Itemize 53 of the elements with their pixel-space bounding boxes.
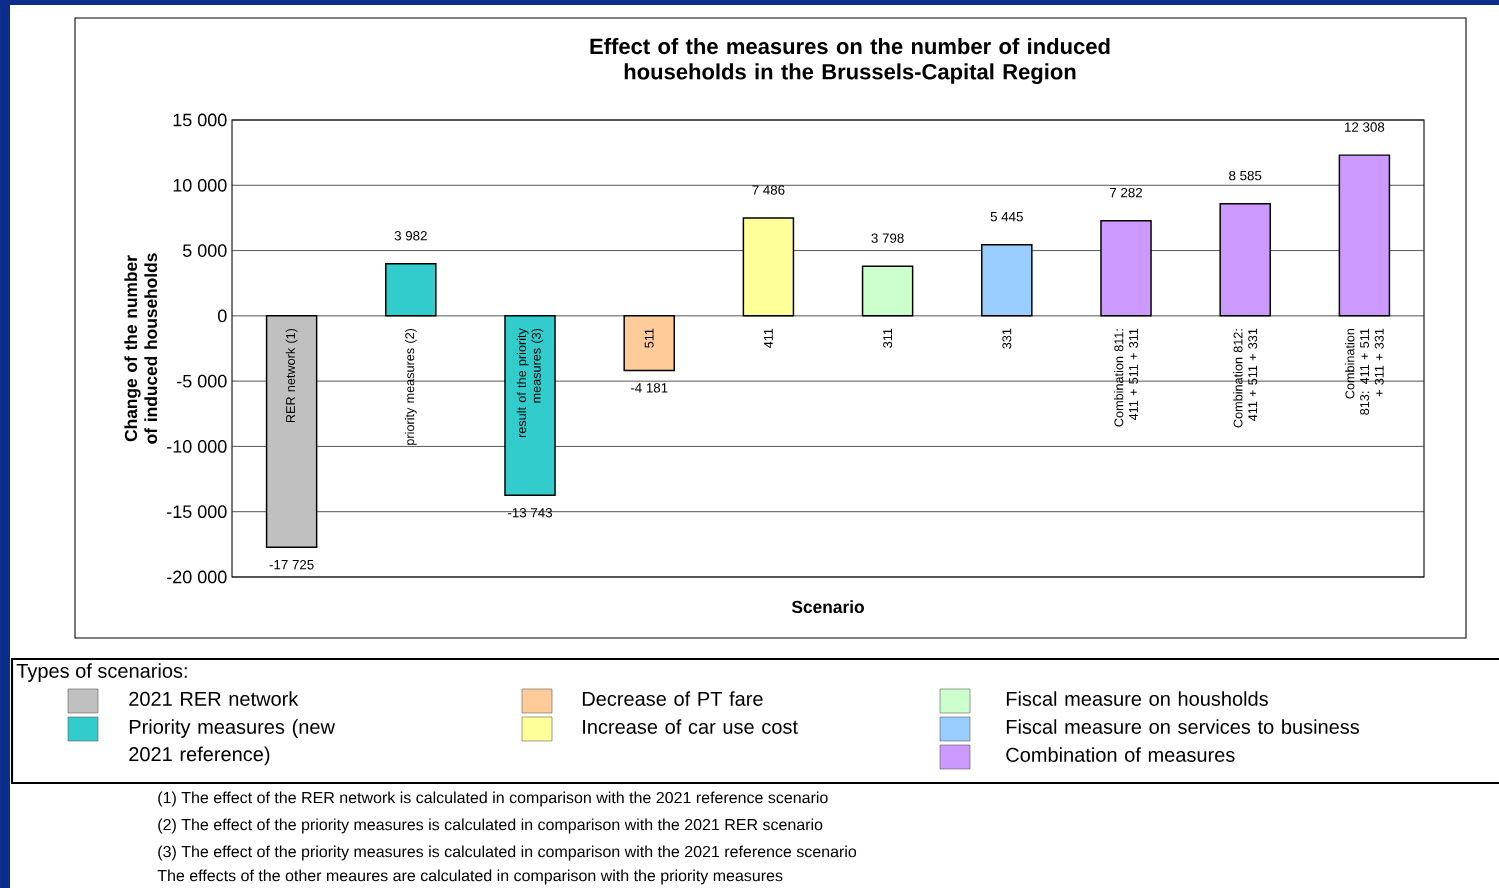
- text: The effects of the other meaures are calculated in comparison with the priority measures: [157, 869, 783, 885]
- y-tick-label: 5 000: [182, 244, 227, 257]
- bar: [861, 265, 914, 317]
- bar: [1100, 220, 1152, 317]
- bar: [1219, 203, 1271, 317]
- data-label: 7 486: [752, 185, 785, 195]
- text: (2) The effect of the priority measures is calculated in comparison with the 2021 RER scenario: [158, 818, 823, 834]
- x-tick-label: RER network (1): [285, 328, 298, 423]
- data-label: 3 798: [871, 233, 904, 243]
- x-tick-label: priority measures (2): [404, 328, 417, 445]
- bar: [504, 315, 556, 497]
- bar: [623, 315, 675, 372]
- bar: [1338, 154, 1391, 317]
- y-tick-label: -5 000: [177, 374, 227, 388]
- text: (1) The effect of the RER network is calculated in comparison with the 2021 reference scenario: [158, 791, 828, 807]
- data-label: 3 982: [394, 231, 427, 241]
- data-label: 7 282: [1110, 187, 1143, 198]
- legend-label: Fiscal measure on services to business: [1006, 719, 1360, 734]
- data-label: -17 725: [269, 560, 314, 570]
- legend-label: Priority measures (new 2021 reference): [129, 719, 336, 766]
- y-axis-title: Change of the number of induced households: [124, 253, 158, 444]
- x-tick-label: Combination 813: 411 + 511 + 311 + 331: [1345, 328, 1384, 415]
- legend-label: Increase of car use cost: [583, 719, 798, 734]
- y-tick-label: 0: [218, 309, 227, 323]
- y-tick-label: -20 000: [167, 570, 227, 584]
- y-tick-label: -15 000: [167, 505, 227, 519]
- x-tick-label: Combination 812: 411 + 511 + 331: [1233, 328, 1258, 428]
- y-tick-label: 10 000: [173, 178, 227, 192]
- x-tick-label: 331: [1002, 328, 1012, 349]
- chart-title: Effect of the measures on the number of induced households in the Brussels-Capital Region: [590, 38, 1110, 84]
- x-tick-label: 311: [883, 328, 893, 348]
- x-tick-label: Combination 811: 411 + 511 + 311: [1114, 328, 1138, 427]
- bar: [742, 217, 795, 317]
- data-label: 8 585: [1229, 170, 1262, 181]
- data-label: -13 743: [507, 508, 553, 518]
- x-axis-title: Scenario: [791, 600, 864, 614]
- bar: [265, 315, 318, 549]
- x-tick-label: result of the priority measures (3): [516, 328, 544, 438]
- legend-label: Fiscal measure on housholds: [1006, 691, 1268, 706]
- legend-title: Types of scenarios:: [16, 663, 187, 682]
- legend-label: Combination of measures: [1006, 747, 1235, 762]
- text: (3) The effect of the priority measures is calculated in comparison with the 2021 reference scenario: [158, 845, 857, 861]
- y-tick-label: 15 000: [173, 113, 227, 127]
- x-tick-label: 511: [644, 328, 654, 348]
- legend-label: Decrease of PT fare: [582, 691, 763, 706]
- data-label: 12 308: [1345, 122, 1385, 132]
- bar: [385, 263, 437, 317]
- x-tick-label: 411: [764, 328, 773, 349]
- data-label: 5 445: [990, 212, 1023, 222]
- y-tick-label: -10 000: [167, 440, 227, 453]
- legend-label: 2021 RER network: [129, 691, 299, 706]
- bar: [981, 244, 1033, 317]
- data-label: -4 181: [630, 383, 668, 393]
